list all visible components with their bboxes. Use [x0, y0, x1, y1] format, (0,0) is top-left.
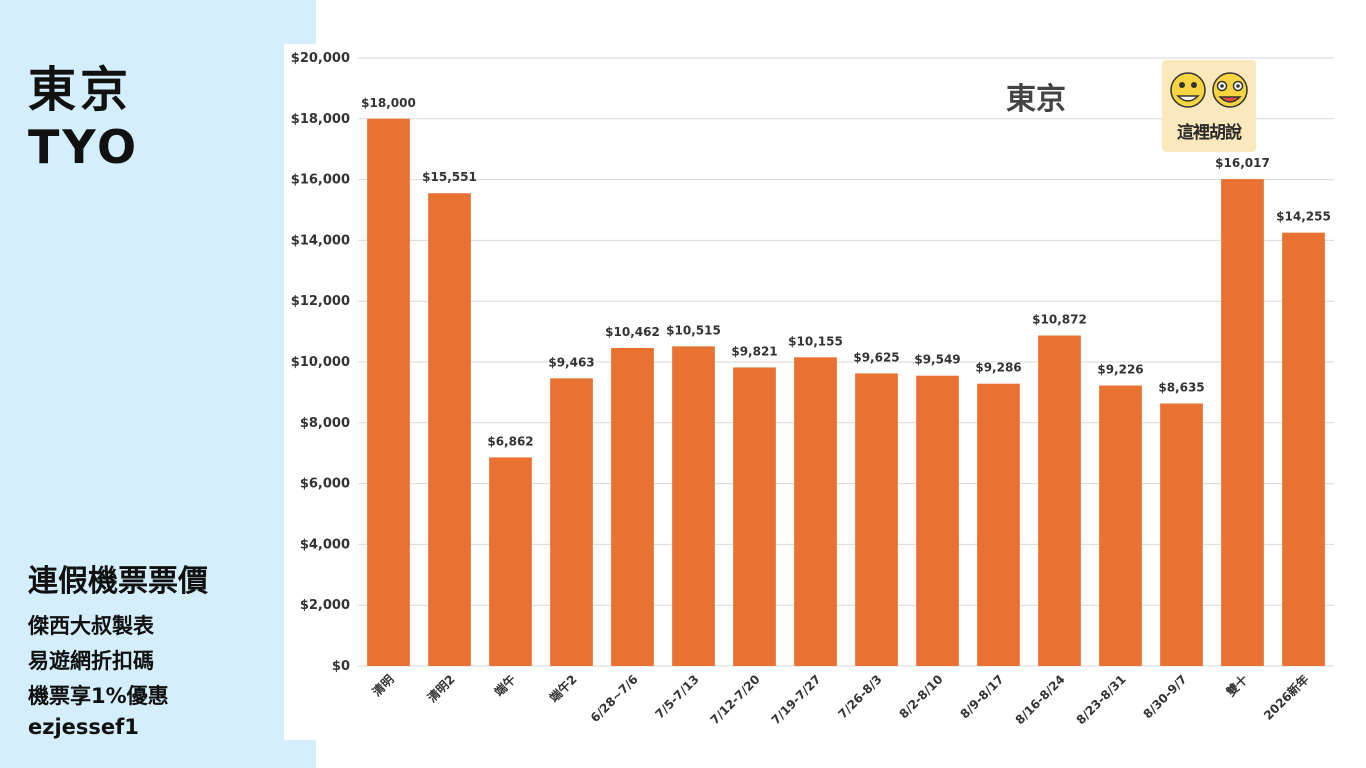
x-category-label: 8/2-8/10: [896, 672, 945, 721]
bar: [550, 378, 593, 666]
data-labels: $18,000 $15,551 $6,862 $9,463 $10,462 $10,515…: [361, 96, 1331, 449]
data-label: $8,635: [1158, 380, 1204, 394]
logo: 這裡胡說: [1162, 60, 1256, 152]
data-label: $9,821: [731, 344, 777, 358]
city-name: 東京: [28, 62, 133, 118]
x-category-label: 7/19-7/27: [769, 672, 824, 727]
data-label: $9,286: [975, 361, 1021, 375]
y-tick-label: $14,000: [291, 233, 350, 248]
bar: [1099, 385, 1142, 666]
x-category-label: 清明2: [424, 672, 457, 705]
x-axis-labels: 清明 清明2 端午 端午2 6/28~7/6 7/5-7/13 7/12-7/20 7/19-…: [369, 672, 1312, 728]
y-tick-label: $20,000: [291, 51, 350, 66]
bar: [855, 373, 898, 666]
bar-chart: $0 $2,000 $4,000 $6,000 $8,000 $10,000 $12,000…: [291, 51, 1334, 728]
bars: [367, 118, 1325, 667]
bar: [916, 375, 959, 666]
bar: [1282, 232, 1325, 666]
author-line: 傑西大叔製表: [28, 614, 154, 638]
data-label: $14,255: [1276, 210, 1331, 224]
data-label: $6,862: [487, 434, 533, 448]
x-category-label: 端午2: [546, 672, 579, 705]
x-category-label: 7/12-7/20: [708, 672, 763, 727]
bar: [1038, 335, 1081, 666]
data-label: $18,000: [361, 96, 416, 110]
y-tick-label: $10,000: [291, 355, 350, 370]
data-label: $9,463: [548, 355, 594, 369]
x-category-label: 6/28~7/6: [588, 672, 641, 725]
x-category-label: 2026新年: [1260, 672, 1311, 723]
promo-line: 易遊網折扣碼: [28, 649, 154, 673]
y-tick-label: $0: [332, 659, 350, 674]
logo-text: 這裡胡說: [1177, 123, 1242, 143]
y-tick-label: $2,000: [300, 598, 350, 613]
data-label: $10,872: [1032, 312, 1087, 326]
bar: [977, 383, 1020, 666]
y-tick-label: $12,000: [291, 294, 350, 309]
subtitle: 連假機票票價: [28, 564, 208, 599]
x-category-label: 8/16-8/24: [1013, 672, 1068, 727]
bar: [1221, 179, 1264, 667]
y-tick-label: $4,000: [300, 537, 350, 552]
bar: [1160, 403, 1203, 666]
bar: [489, 457, 532, 666]
data-label: $9,226: [1097, 363, 1143, 377]
data-label: $10,462: [605, 325, 660, 339]
chart-card: $0 $2,000 $4,000 $6,000 $8,000 $10,000 $12,000…: [284, 44, 1344, 740]
bar: [611, 347, 654, 666]
chart-title: 東京: [1006, 82, 1066, 117]
x-category-label: 7/5-7/13: [652, 672, 701, 721]
discount-line: 機票享1%優惠: [28, 684, 169, 708]
data-label: $9,625: [853, 350, 899, 364]
data-label: $15,551: [422, 170, 477, 184]
x-category-label: 端午: [491, 672, 519, 700]
x-category-label: 8/9-8/17: [957, 672, 1006, 721]
x-category-label: 8/30-9/7: [1140, 672, 1189, 721]
data-label: $9,549: [914, 353, 960, 367]
x-category-label: 8/23-8/31: [1074, 672, 1129, 727]
data-label: $10,515: [666, 323, 721, 337]
y-tick-label: $18,000: [291, 112, 350, 127]
x-category-label: 雙十: [1223, 672, 1251, 700]
y-tick-label: $8,000: [300, 416, 350, 431]
y-tick-label: $6,000: [300, 477, 350, 492]
bar: [733, 367, 776, 666]
cartoon-faces-icon: [1170, 72, 1248, 108]
x-category-label: 清明: [369, 672, 397, 700]
data-label: $16,017: [1215, 156, 1270, 170]
promo-code: ezjessef1: [28, 715, 139, 739]
city-code: TYO: [28, 120, 140, 174]
left-panel: 東京 TYO 連假機票票價 傑西大叔製表 易遊網折扣碼 機票享1%優惠 ezje…: [0, 0, 316, 768]
data-label: $10,155: [788, 334, 843, 348]
bar: [672, 346, 715, 666]
x-category-label: 7/26-8/3: [835, 672, 884, 721]
bar: [428, 193, 471, 666]
bar: [794, 357, 837, 666]
bar: [367, 118, 410, 667]
y-axis-ticks: $0 $2,000 $4,000 $6,000 $8,000 $10,000 $12,000…: [291, 51, 350, 674]
y-tick-label: $16,000: [291, 173, 350, 188]
